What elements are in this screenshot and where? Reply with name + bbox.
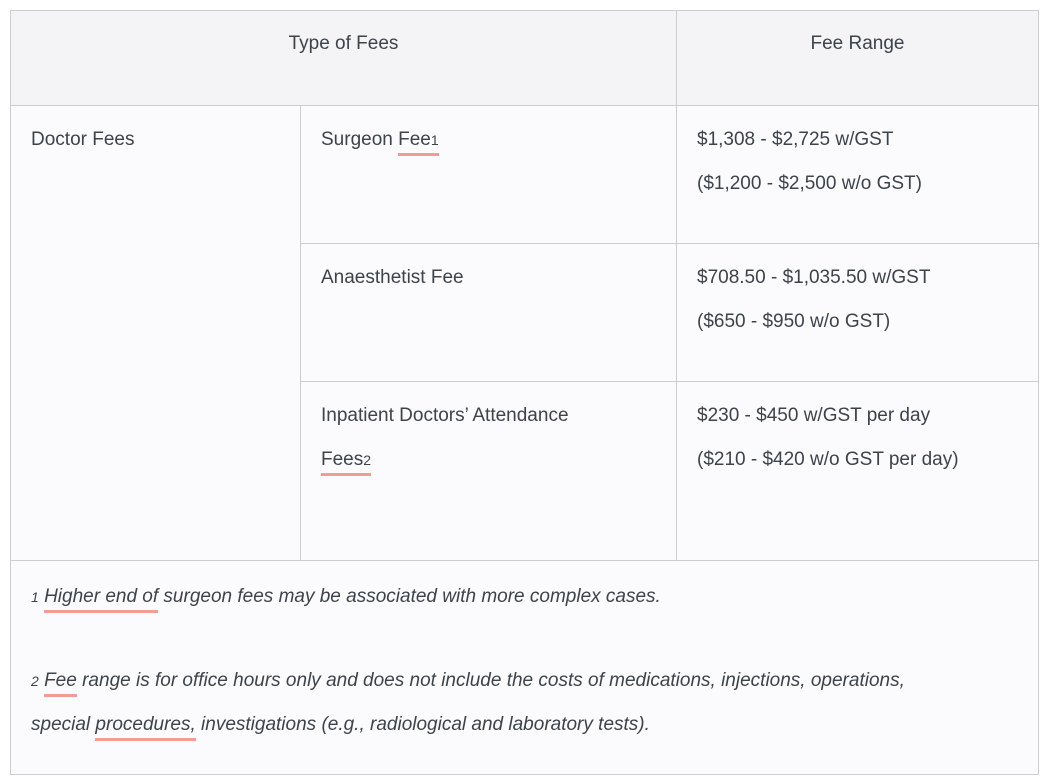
column-header-fee-range: Fee Range xyxy=(676,10,1039,106)
footnote-marker-2: 2 xyxy=(31,673,39,689)
footnote-2: 2 Fee range is for office hours only and… xyxy=(31,659,966,746)
fee-cell-inpatient-attendance: $230 - $450 w/GST per day ($210 - $420 w… xyxy=(676,381,1039,561)
fee-line: ($210 - $420 w/o GST per day) xyxy=(697,449,959,470)
table-row: Inpatient Doctors’ Attendance Fees2 $230 … xyxy=(11,381,1039,561)
column-header-type-of-fees: Type of Fees xyxy=(10,10,677,106)
footnote-1: 1 Higher end of surgeon fees may be asso… xyxy=(31,575,966,619)
footnotes-row: 1 Higher end of surgeon fees may be asso… xyxy=(10,560,1039,775)
item-text: Surgeon xyxy=(321,129,399,150)
fee-line: ($1,200 - $2,500 w/o GST) xyxy=(697,173,922,194)
footnote-text-underlined: Higher end of xyxy=(44,586,159,613)
fee-cell-surgeon: $1,308 - $2,725 w/GST ($1,200 - $2,500 w… xyxy=(676,105,1039,244)
category-cell-doctor-fees: Doctor Fees xyxy=(10,105,301,561)
header-row: Type of Fees Fee Range xyxy=(10,10,1039,106)
fee-line: ($650 - $950 w/o GST) xyxy=(697,311,891,332)
item-cell-inpatient-attendance-fees: Inpatient Doctors’ Attendance Fees2 xyxy=(300,381,677,561)
pink-underline-mark: Fee1 xyxy=(398,129,439,156)
item-text-underlined: Fee xyxy=(398,129,431,150)
footnote-text: surgeon fees may be associated with more… xyxy=(158,586,661,607)
table-row: Anaesthetist Fee $708.50 - $1,035.50 w/G… xyxy=(11,243,1039,382)
item-text: Inpatient Doctors’ Attendance xyxy=(321,405,569,426)
footnote-text-underlined: Fee xyxy=(44,670,77,697)
fees-table: Type of Fees Fee Range Doctor Fees Surge… xyxy=(10,10,1039,775)
footnotes-cell: 1 Higher end of surgeon fees may be asso… xyxy=(10,560,1039,775)
footnote-text: investigations (e.g., radiological and l… xyxy=(195,714,650,735)
fee-line: $230 - $450 w/GST per day xyxy=(697,405,931,426)
item-cell-anaesthetist-fee: Anaesthetist Fee xyxy=(300,243,677,382)
footnote-ref-1: 1 xyxy=(430,132,439,148)
item-text-underlined: Fees xyxy=(321,449,364,470)
item-text: Anaesthetist Fee xyxy=(321,267,464,288)
fee-cell-anaesthetist: $708.50 - $1,035.50 w/GST ($650 - $950 w… xyxy=(676,243,1039,382)
pink-underline-mark: Fees2 xyxy=(321,449,372,476)
item-cell-surgeon-fee: Surgeon Fee1 xyxy=(300,105,677,244)
footnote-marker-1: 1 xyxy=(31,589,39,605)
footnote-text: range is for office hours only and does … xyxy=(31,670,905,735)
footnote-text-underlined: procedures, xyxy=(95,714,196,741)
fee-line: $708.50 - $1,035.50 w/GST xyxy=(697,267,931,288)
footnote-ref-2: 2 xyxy=(363,452,372,468)
table-row: Doctor Fees Surgeon Fee1 $1,308 - $2,725… xyxy=(10,105,1039,561)
fee-line: $1,308 - $2,725 w/GST xyxy=(697,129,894,150)
